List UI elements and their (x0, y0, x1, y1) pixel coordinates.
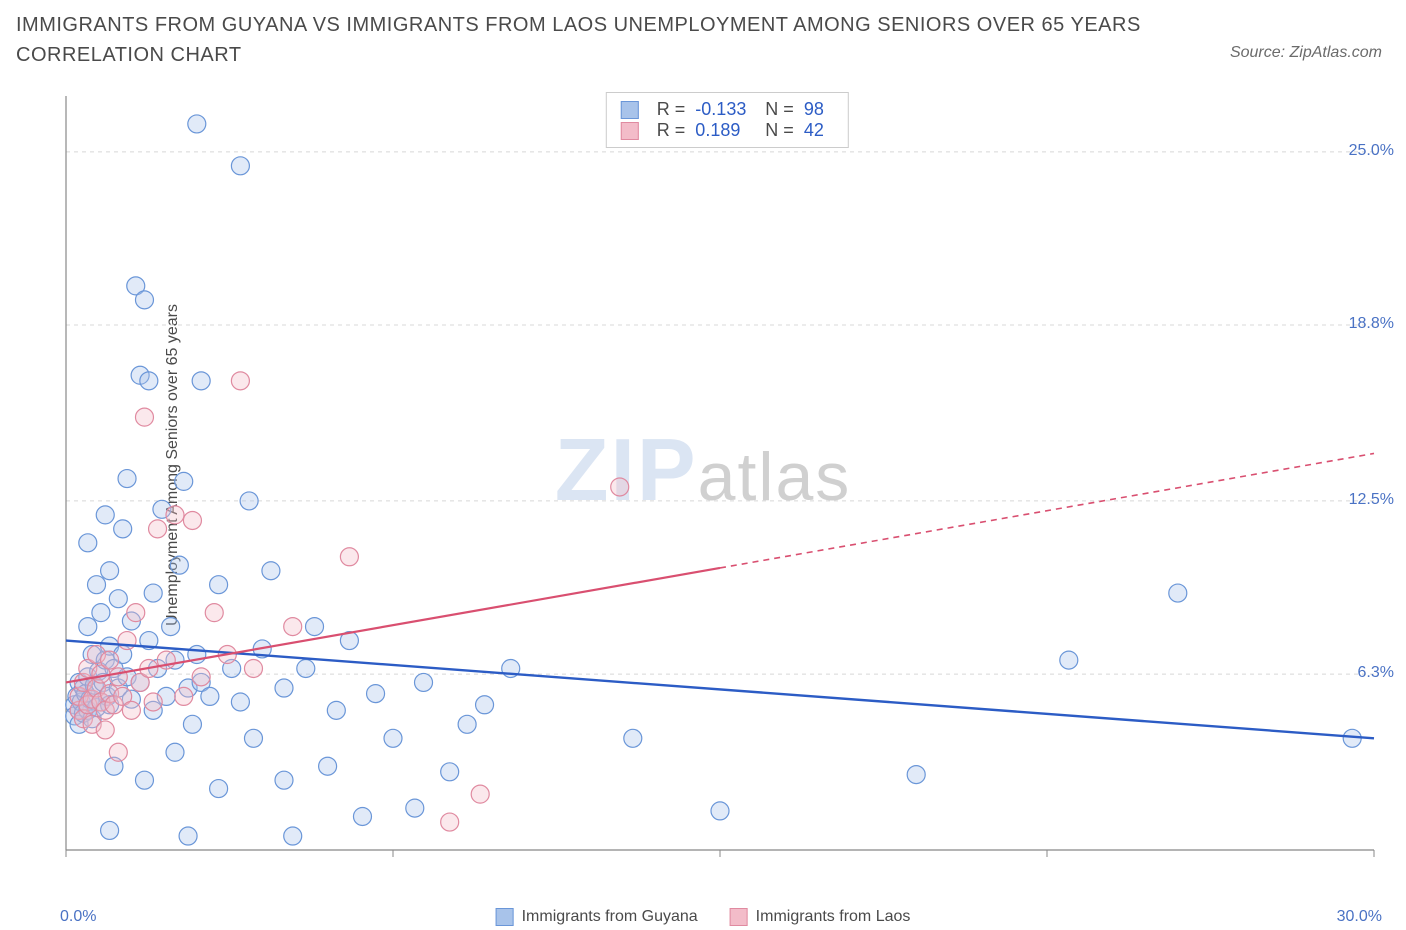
series-1-n-value: 98 (804, 99, 834, 120)
chart-title: IMMIGRANTS FROM GUYANA VS IMMIGRANTS FRO… (16, 10, 1186, 70)
plot-svg (60, 90, 1380, 880)
series-1-r-value: -0.133 (695, 99, 755, 120)
y-tick-label: 18.8% (1349, 315, 1394, 333)
scatter-plot (60, 90, 1380, 880)
legend-item-series-1: Immigrants from Guyana (496, 908, 698, 926)
x-axis-min-label: 0.0% (60, 908, 96, 926)
y-tick-label: 12.5% (1349, 491, 1394, 509)
y-tick-label: 6.3% (1358, 664, 1394, 682)
n-label: N = (765, 99, 794, 120)
legend-item-series-2: Immigrants from Laos (730, 908, 911, 926)
stats-row-series-1: R = -0.133 N = 98 (621, 99, 834, 120)
series-2-swatch (621, 122, 639, 140)
series-2-r-value: 0.189 (695, 120, 755, 141)
series-2-n-value: 42 (804, 120, 834, 141)
correlation-stats-box: R = -0.133 N = 98 R = 0.189 N = 42 (606, 92, 849, 148)
bottom-legend: Immigrants from Guyana Immigrants from L… (496, 908, 911, 926)
legend-label-series-2: Immigrants from Laos (756, 908, 911, 926)
n-label: N = (765, 120, 794, 141)
r-label: R = (657, 120, 686, 141)
series-1-swatch (621, 101, 639, 119)
y-tick-label: 25.0% (1349, 142, 1394, 160)
legend-label-series-1: Immigrants from Guyana (522, 908, 698, 926)
x-axis-max-label: 30.0% (1337, 908, 1382, 926)
r-label: R = (657, 99, 686, 120)
stats-row-series-2: R = 0.189 N = 42 (621, 120, 834, 141)
series-1-swatch (496, 908, 514, 926)
series-2-swatch (730, 908, 748, 926)
source-attribution: Source: ZipAtlas.com (1230, 44, 1382, 62)
